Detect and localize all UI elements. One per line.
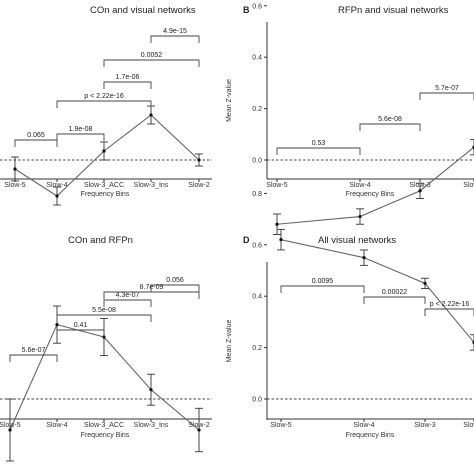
panel-title: COn and visual networks	[90, 5, 196, 16]
y-axis-title: Mean Z-value	[226, 79, 233, 122]
significance-bracket	[424, 308, 474, 316]
p-value-label: p < 2.22e-16	[430, 301, 470, 308]
data-point	[279, 238, 283, 242]
x-tick-label: Slow-2	[188, 182, 210, 189]
significance-bracket	[56, 133, 105, 141]
x-axis-title: Frequency Bins	[346, 432, 395, 439]
x-tick-label: Slow-4	[349, 182, 371, 189]
y-tick-label: 0.2	[252, 106, 262, 113]
significance-bracket	[56, 329, 105, 337]
p-value-label: 5.6e-08	[378, 116, 402, 123]
data-point	[8, 428, 12, 432]
x-tick-label: Slow-3_Ins	[134, 182, 169, 189]
data-point	[362, 256, 366, 260]
data-point	[102, 149, 106, 153]
significance-bracket	[56, 100, 152, 108]
p-value-label: 1.9e-08	[69, 126, 93, 133]
y-tick-label: 0.8	[252, 191, 262, 198]
significance-bracket	[103, 81, 152, 89]
p-value-label: 5.5e-08	[92, 307, 116, 314]
data-point	[55, 194, 59, 198]
data-point	[275, 222, 279, 226]
y-tick-label: 0.4	[252, 294, 262, 301]
significance-bracket	[14, 139, 58, 147]
y-tick-label: 0.0	[252, 158, 262, 165]
significance-bracket	[103, 299, 152, 307]
data-point	[418, 189, 422, 193]
significance-bracket	[150, 35, 200, 43]
x-tick-label: Slow-4	[353, 422, 375, 429]
p-value-label: 0.41	[74, 322, 88, 329]
panel-label: D	[243, 235, 250, 245]
y-axis-title: Mean Z-value	[226, 319, 233, 362]
panel-title: RFPn and visual networks	[338, 5, 449, 16]
p-value-label: 5.7e-07	[435, 85, 459, 92]
p-value-label: 0.065	[27, 132, 45, 139]
x-axis-title: Frequency Bins	[346, 191, 395, 198]
p-value-label: 1.7e-06	[116, 74, 140, 81]
significance-bracket	[103, 59, 200, 67]
data-point	[149, 388, 153, 392]
p-value-label: 0.056	[166, 277, 184, 284]
data-point	[197, 158, 201, 162]
data-point	[197, 428, 201, 432]
significance-bracket	[359, 123, 421, 131]
x-tick-label: Slow-4	[46, 182, 68, 189]
significance-bracket	[103, 291, 200, 299]
p-value-label: 5.6e-07	[22, 347, 46, 354]
y-tick-label: 0.0	[252, 397, 262, 404]
data-point	[13, 167, 17, 171]
significance-bracket	[280, 285, 365, 293]
significance-bracket	[276, 147, 361, 155]
p-value-label: 0.53	[312, 140, 326, 147]
x-tick-label: Slow-3_Ins	[134, 422, 169, 429]
x-axis-title: Frequency Bins	[81, 191, 130, 198]
significance-bracket	[150, 284, 200, 292]
y-tick-label: 0.4	[252, 55, 262, 62]
x-axis-title: Frequency Bins	[81, 432, 130, 439]
x-tick-label: Slow-3_ACC	[84, 422, 124, 429]
x-tick-label: Slow-4	[46, 422, 68, 429]
panel-title: All visual networks	[318, 235, 396, 246]
y-tick-label: 0.6	[252, 3, 262, 10]
data-point	[149, 113, 153, 117]
x-tick-label: Slow-5	[266, 182, 288, 189]
x-tick-label: Slow-5	[270, 422, 292, 429]
data-point	[358, 214, 362, 219]
x-tick-label: Slow-2	[463, 422, 474, 429]
p-value-label: 4.9e-15	[163, 28, 187, 35]
significance-bracket	[363, 296, 426, 304]
p-value-label: 4.3e-07	[116, 292, 140, 299]
significance-bracket	[56, 314, 152, 322]
series-line	[276, 146, 474, 225]
x-tick-label: Slow-2	[463, 182, 474, 189]
significance-bracket	[9, 354, 58, 362]
p-value-label: 0.00022	[382, 289, 407, 296]
panel-label: B	[243, 5, 250, 15]
x-tick-label: Slow-3	[414, 422, 436, 429]
x-tick-label: Slow-3_ACC	[84, 182, 124, 189]
y-tick-label: 0.2	[252, 345, 262, 352]
series-line	[9, 323, 200, 431]
x-tick-label: Slow-5	[4, 182, 26, 189]
p-value-label: p < 2.22e-16	[84, 93, 124, 100]
p-value-label: 0.0095	[312, 278, 334, 285]
data-point	[55, 323, 59, 327]
p-value-label: 0.0052	[141, 52, 163, 59]
data-point	[423, 281, 427, 285]
y-tick-label: 0.6	[252, 242, 262, 249]
panel-title: COn and RFPn	[68, 235, 133, 246]
p-value-label: 8.7e-09	[140, 284, 164, 291]
series-line	[280, 239, 474, 343]
significance-bracket	[419, 92, 474, 100]
